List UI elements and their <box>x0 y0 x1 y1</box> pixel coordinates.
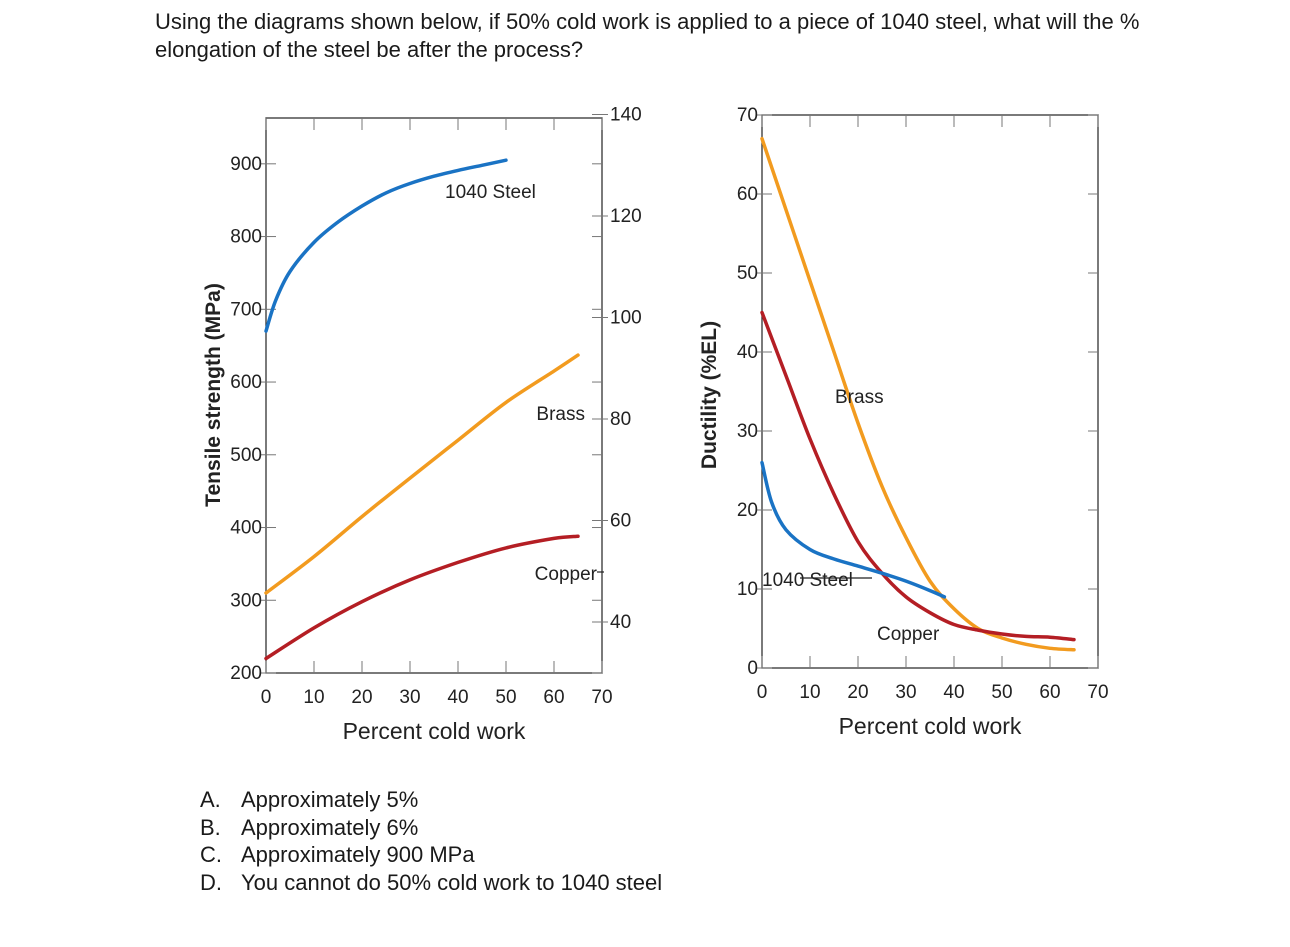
y-tick-label: 20 <box>737 500 758 521</box>
question-text: Using the diagrams shown below, if 50% c… <box>155 9 1140 62</box>
y-tick-label: 70 <box>737 105 758 126</box>
y-tick-label: 30 <box>737 421 758 442</box>
right-tick-label: 40 <box>610 612 631 633</box>
option-letter: A. <box>200 787 221 812</box>
x-tick-label: 70 <box>591 687 612 708</box>
x-tick-label: 30 <box>895 682 916 703</box>
x-tick-label: 40 <box>447 687 468 708</box>
series-label: 1040 Steel <box>762 570 853 591</box>
y-tick-label: 400 <box>230 518 262 539</box>
x-tick-label: 60 <box>1039 682 1060 703</box>
y-tick-label: 500 <box>230 445 262 466</box>
x-tick-label: 70 <box>1087 682 1108 703</box>
y-tick-label: 800 <box>230 227 262 248</box>
answer-option[interactable]: B. Approximately 6% <box>200 814 662 842</box>
answer-option[interactable]: C. Approximately 900 MPa <box>200 841 662 869</box>
series-label: Brass <box>835 387 884 408</box>
y-tick-label: 200 <box>230 663 262 684</box>
y-axis-title: Tensile strength (MPa) <box>202 283 225 507</box>
answer-option[interactable]: A. Approximately 5% <box>200 786 662 814</box>
x-tick-label: 50 <box>495 687 516 708</box>
option-text: Approximately 5% <box>241 787 419 812</box>
y-tick-label: 40 <box>737 342 758 363</box>
right-tick-label: 100 <box>610 308 642 329</box>
answer-option[interactable]: D. You cannot do 50% cold work to 1040 st… <box>200 869 662 897</box>
x-tick-label: 20 <box>351 687 372 708</box>
y-tick-label: 300 <box>230 590 262 611</box>
y-tick-label: 0 <box>747 658 758 679</box>
x-axis-title: Percent cold work <box>839 713 1022 739</box>
y-axis-title: Ductility (%EL) <box>698 321 721 469</box>
x-tick-label: 10 <box>799 682 820 703</box>
series-line-copper <box>760 310 1076 642</box>
series-line-copper <box>264 534 580 661</box>
answer-options: A. Approximately 5% B. Approximately 6% C. Ap… <box>200 786 662 896</box>
x-tick-label: 50 <box>991 682 1012 703</box>
series-line-brass <box>264 353 580 595</box>
series-label: Copper <box>877 624 940 645</box>
option-text: Approximately 6% <box>241 814 419 840</box>
option-text: You cannot do 50% cold work to 1040 stee… <box>241 869 663 895</box>
series-line-brass <box>760 136 1076 652</box>
series-label: 1040 Steel <box>445 182 536 203</box>
x-axis-title: Percent cold work <box>343 718 526 744</box>
option-letter: B. <box>200 814 221 840</box>
y-tick-label: 60 <box>737 184 758 205</box>
series-line-1040-steel <box>760 460 947 599</box>
x-tick-label: 10 <box>303 687 324 708</box>
option-letter: D. <box>200 869 222 895</box>
series-label: Copper <box>535 564 598 585</box>
y-tick-label: 10 <box>737 579 758 600</box>
right-tick-label: 140 <box>610 105 642 126</box>
right-tick-label: 80 <box>610 409 631 430</box>
x-tick-label: 0 <box>261 687 272 708</box>
series-line-1040-steel <box>264 158 508 333</box>
y-tick-label: 600 <box>230 372 262 393</box>
plot-frame <box>761 114 1099 669</box>
option-text: Approximately 900 MPa <box>241 842 475 867</box>
y-tick-label: 900 <box>230 154 262 175</box>
right-tick-label: 120 <box>610 206 642 227</box>
series-label: Brass <box>536 404 585 425</box>
x-tick-label: 40 <box>943 682 964 703</box>
plot-frame <box>265 117 603 674</box>
y-tick-label: 700 <box>230 299 262 320</box>
x-tick-label: 20 <box>847 682 868 703</box>
x-tick-label: 60 <box>543 687 564 708</box>
option-letter: C. <box>200 842 222 867</box>
x-tick-label: 0 <box>757 682 768 703</box>
x-tick-label: 30 <box>399 687 420 708</box>
right-tick-label: 60 <box>610 511 631 532</box>
y-tick-label: 50 <box>737 263 758 284</box>
